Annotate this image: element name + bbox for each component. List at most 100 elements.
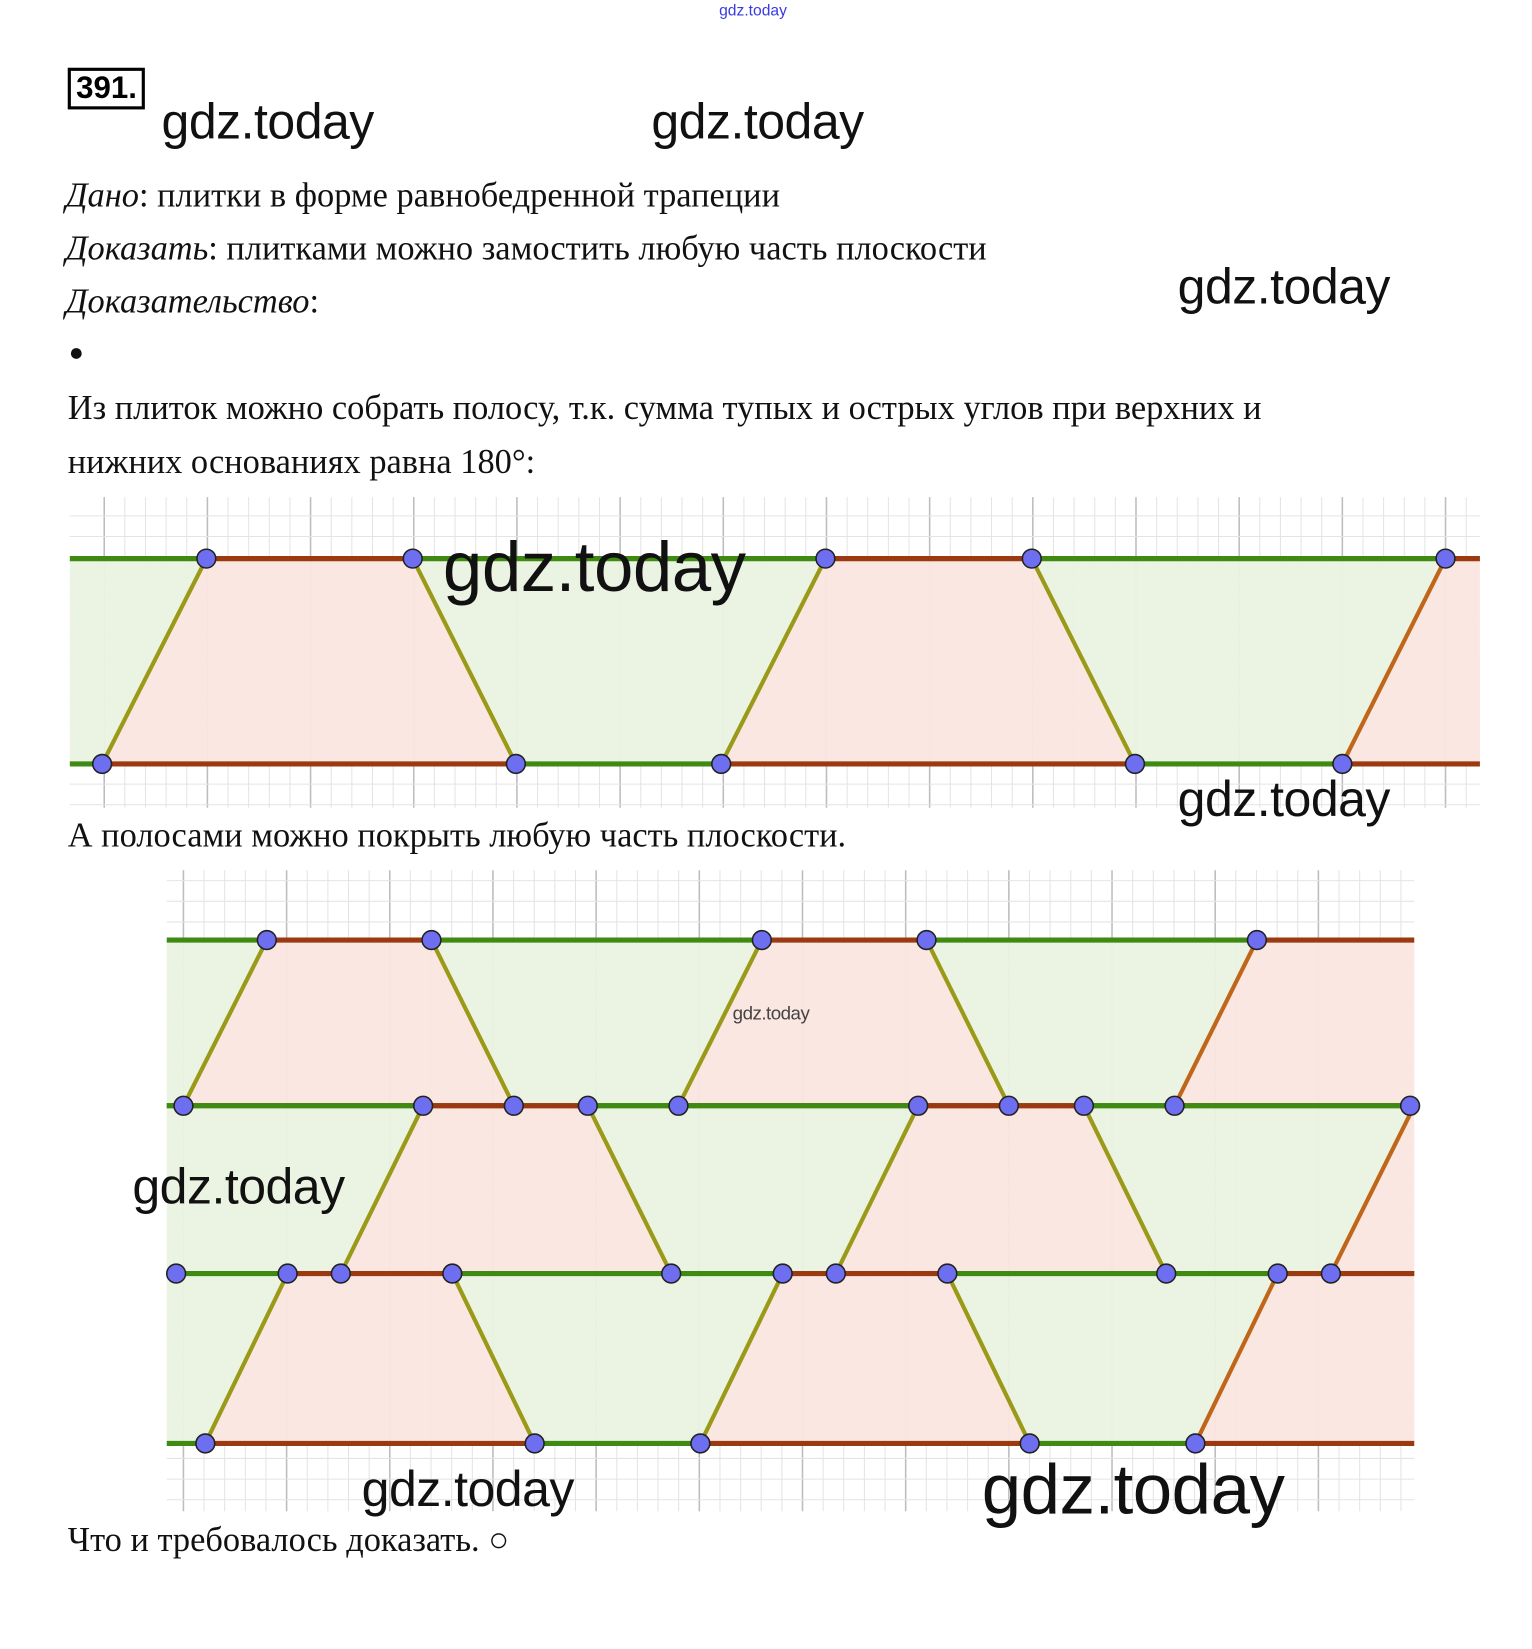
vertex-point [195,1433,216,1454]
watermark: gdz.today [1177,259,1391,315]
problem-number: 391. [67,67,146,110]
tile-side [203,1272,290,1445]
vertex-point [1246,929,1268,951]
vertex-point [772,1263,793,1284]
tile-side [945,1272,1032,1445]
tile [1174,940,1415,1106]
tile [835,1105,1167,1274]
tile [700,1273,1030,1444]
vertex-point [1073,1095,1095,1116]
tile-side [450,1272,537,1445]
tile-side [429,939,516,1107]
vertex-point [503,1095,524,1116]
tile [102,558,516,764]
watermark: gdz.today [132,1159,345,1216]
tile-side [676,939,764,1107]
vertex-point [577,1095,598,1116]
prove-text: : плитками можно замостить любую часть п… [208,230,987,268]
vertex-point [173,1095,194,1116]
vertex-point [442,1263,463,1284]
vertex-point [421,929,442,951]
watermark: gdz.today [732,1002,810,1024]
vertex-point [916,929,937,951]
paragraph-line-1: Из плиток можно собрать полосу, т.к. сум… [67,389,1262,428]
tile [1083,1105,1415,1274]
vertex-point [91,753,113,775]
paragraph-2: А полосами можно покрыть любую часть пло… [67,817,847,855]
given-label: Дано [65,177,140,215]
tile-side [181,939,269,1107]
tile [166,1273,288,1444]
vertex-point [1019,1433,1040,1454]
tile [587,1105,919,1274]
proof-line: Доказательство: [66,283,319,322]
vertex-point [1320,1263,1342,1284]
tile-side [1082,1104,1169,1275]
tile [678,940,1009,1106]
vertex-point [256,929,277,951]
tile-side [719,557,828,765]
vertex-point [1399,1095,1421,1116]
tile-side [698,1272,785,1445]
prove-label: Доказать [65,230,209,268]
top-watermark: gdz.today [719,2,787,20]
watermark: gdz.today [361,1462,575,1518]
vertex-point [668,1095,689,1116]
vertex-point [937,1263,958,1284]
tile [340,1105,672,1274]
watermark: gdz.today [161,94,375,151]
vertex-point [661,1263,682,1284]
tile [205,1273,535,1444]
given-text: : плитки в форме равнобедренной трапеции [139,177,780,215]
tile [1342,558,1480,764]
tile [166,1105,424,1274]
vertex-point [815,548,836,569]
tile [926,940,1257,1106]
vertex-point [330,1263,351,1284]
vertex-point [196,548,217,569]
vertex-point [402,548,423,569]
tile [431,940,762,1106]
vertex-point [1124,753,1146,775]
vertex-point [998,1095,1020,1116]
vertex-point [412,1095,434,1116]
watermark: gdz.today [981,1449,1285,1529]
tile [452,1273,783,1444]
bullet: ● [68,339,84,367]
tile [1195,1273,1415,1444]
tile [412,558,826,764]
vertex-point [1185,1433,1206,1454]
tile [69,558,207,764]
tile-side [1340,557,1448,765]
watermark: gdz.today [651,94,864,151]
vertex-point [1332,753,1353,775]
vertex-point [825,1263,847,1284]
tile-side [1329,1104,1417,1275]
vertex-point [690,1433,711,1454]
tile-side [585,1104,674,1275]
vertex-point [1156,1263,1177,1284]
tile [1031,558,1446,764]
vertex-point [1267,1263,1288,1284]
tile-side [1172,939,1259,1107]
tile [183,940,514,1106]
vertex-point [1435,548,1456,569]
vertex-point [277,1263,298,1284]
watermark: gdz.today [442,527,746,607]
proof-text: : [309,283,320,321]
paragraph-line-2: нижних основаниях равна 180°: [67,443,536,482]
prove-line: Доказать: плитками можно замостить любую… [66,230,987,269]
conclusion: Что и требовалось доказать. ○ [67,1521,510,1560]
vertex-point [1021,548,1042,569]
given-line: Дано: плитки в форме равнобедренной трап… [66,177,780,216]
tile-side [833,1104,921,1275]
vertex-point [1164,1095,1185,1116]
vertex-point [505,753,527,775]
vertex-point [751,929,773,951]
vertex-point [711,753,732,775]
proof-label: Доказательство [65,283,310,321]
tile [166,940,267,1106]
vertex-point [908,1095,929,1116]
tile-side [1193,1272,1280,1445]
tile-side [924,939,1011,1107]
